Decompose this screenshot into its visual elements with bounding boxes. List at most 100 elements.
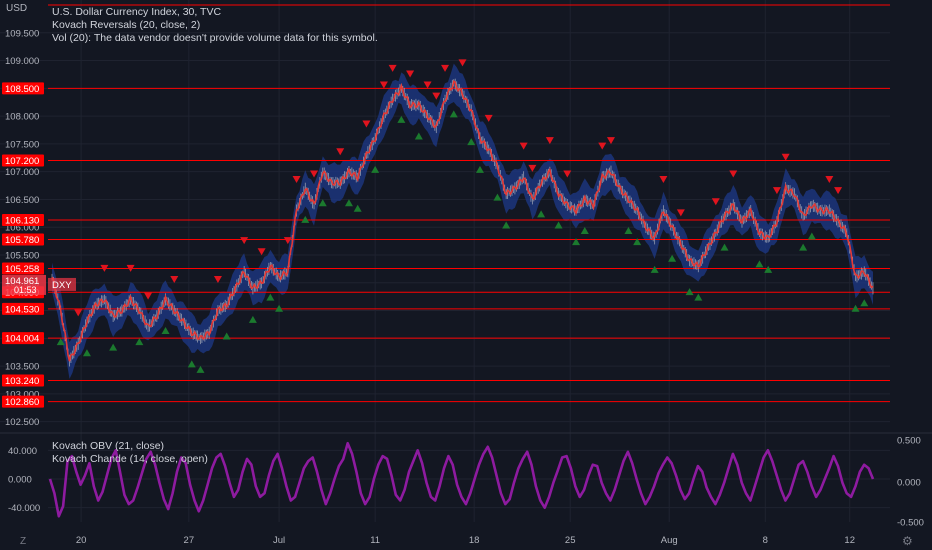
up-reversal-marker xyxy=(135,338,144,346)
up-reversal-marker xyxy=(668,254,677,262)
y-tick-label: 108.000 xyxy=(5,112,39,123)
y-tick-label: 103.000 xyxy=(5,389,39,400)
up-reversal-marker xyxy=(694,293,703,301)
y-tick-label: 109.500 xyxy=(5,28,39,39)
down-reversal-marker xyxy=(126,264,135,272)
down-reversal-marker xyxy=(606,137,615,145)
level-label: 104.004 xyxy=(5,334,39,345)
lower-y-tick-label: 0.000 xyxy=(8,475,32,486)
up-reversal-marker xyxy=(353,204,362,212)
y-tick-label: 107.000 xyxy=(5,167,39,178)
up-reversal-marker xyxy=(109,343,118,351)
up-reversal-marker xyxy=(572,238,581,246)
level-label-bg xyxy=(2,395,44,408)
chande-legend[interactable]: Kovach Chande (14, close, open) xyxy=(52,453,208,465)
time-axis[interactable]: 20 27 Jul 11 18 25 Aug 8 12 xyxy=(76,535,855,546)
down-reversal-marker xyxy=(781,153,790,161)
x-tick-label: Aug xyxy=(661,535,678,546)
right-y-tick-label: 0.500 xyxy=(897,436,921,447)
lower-pane: 40.000 0.000 -40.000 0.500 0.000 -0.500 xyxy=(0,432,932,529)
right-y-tick-label: 0.000 xyxy=(897,478,921,489)
up-reversal-marker xyxy=(807,232,816,240)
gear-icon[interactable]: ⚙ xyxy=(902,534,913,548)
up-reversal-marker xyxy=(475,165,484,173)
down-reversal-marker xyxy=(240,237,249,245)
down-reversal-marker xyxy=(432,92,441,100)
lower-y-tick-label: -40.000 xyxy=(8,503,40,514)
down-reversal-marker xyxy=(406,70,415,78)
down-reversal-marker xyxy=(257,248,266,256)
symbol-tag: DXY xyxy=(52,280,72,291)
up-reversal-marker xyxy=(580,227,589,234)
level-label: 103.240 xyxy=(5,376,39,387)
level-label: 106.130 xyxy=(5,216,39,227)
x-tick-label: 25 xyxy=(565,535,576,546)
y-tick-label: 109.000 xyxy=(5,56,39,67)
level-label-bg xyxy=(2,214,44,226)
up-reversal-marker xyxy=(414,132,423,140)
y-tick-label: 106.000 xyxy=(5,223,39,234)
reversal-markers xyxy=(56,59,869,373)
down-reversal-marker xyxy=(563,170,572,178)
level-label-bg xyxy=(2,82,44,95)
obv-legend[interactable]: Kovach OBV (21, close) xyxy=(52,440,165,452)
up-reversal-marker xyxy=(502,221,511,229)
down-reversal-marker xyxy=(144,292,153,300)
up-reversal-marker xyxy=(56,338,65,346)
level-label-bg xyxy=(2,233,44,246)
up-reversal-marker xyxy=(650,265,659,273)
down-reversal-marker xyxy=(379,81,388,89)
current-price-countdown: 01:53 xyxy=(14,285,37,295)
up-reversal-marker xyxy=(196,365,205,373)
x-tick-label: Jul xyxy=(273,535,285,546)
level-label: 102.860 xyxy=(5,397,39,408)
down-reversal-marker xyxy=(458,59,467,67)
y-tick-label: 102.500 xyxy=(5,417,39,428)
down-reversal-marker xyxy=(170,276,179,283)
down-reversal-marker xyxy=(100,264,109,272)
scale-mode-button[interactable]: Z xyxy=(20,536,27,547)
chart-title[interactable]: U.S. Dollar Currency Index, 30, TVC xyxy=(52,6,222,18)
down-reversal-marker xyxy=(283,237,292,245)
volatility-band xyxy=(52,63,873,379)
price-line xyxy=(51,80,874,362)
up-reversal-marker xyxy=(371,165,380,173)
down-reversal-marker xyxy=(292,176,301,183)
up-reversal-marker xyxy=(318,199,327,207)
down-reversal-marker xyxy=(528,164,537,172)
x-tick-label: 8 xyxy=(763,535,768,546)
up-reversal-marker xyxy=(301,215,310,223)
up-reversal-marker xyxy=(554,221,563,229)
down-reversal-marker xyxy=(213,276,222,283)
down-reversal-marker xyxy=(362,120,371,128)
indicator-legend[interactable]: Kovach Reversals (20, close, 2) xyxy=(52,19,201,31)
down-reversal-marker xyxy=(834,187,843,195)
level-label-bg xyxy=(2,154,44,167)
level-label: 107.200 xyxy=(5,156,39,167)
price-series-line xyxy=(51,80,874,362)
level-label-bg xyxy=(2,302,44,315)
up-reversal-marker xyxy=(633,238,642,246)
up-reversal-marker xyxy=(266,293,275,301)
currency-label: USD xyxy=(6,3,28,14)
up-reversal-marker xyxy=(537,210,546,218)
current-price-bg xyxy=(2,274,46,295)
down-reversal-marker xyxy=(711,198,720,206)
level-label: 104.530 xyxy=(5,304,39,315)
x-tick-label: 20 xyxy=(76,535,87,546)
down-reversal-marker xyxy=(545,137,554,145)
price-axis[interactable]: 102.500103.000103.500104.000104.500105.0… xyxy=(2,28,76,428)
x-tick-label: 27 xyxy=(184,535,195,546)
up-reversal-marker xyxy=(187,360,196,368)
down-reversal-marker xyxy=(519,142,528,150)
up-reversal-marker xyxy=(344,199,353,207)
up-reversal-marker xyxy=(161,327,170,334)
up-reversal-marker xyxy=(799,243,808,251)
volume-legend[interactable]: Vol (20): The data vendor doesn't provid… xyxy=(52,32,378,44)
up-reversal-marker xyxy=(624,227,633,234)
y-tick-label: 105.500 xyxy=(5,251,39,262)
right-y-tick-label: -0.500 xyxy=(897,518,924,529)
up-reversal-marker xyxy=(493,193,502,201)
down-reversal-marker xyxy=(825,176,834,183)
level-label: 108.500 xyxy=(5,84,39,95)
